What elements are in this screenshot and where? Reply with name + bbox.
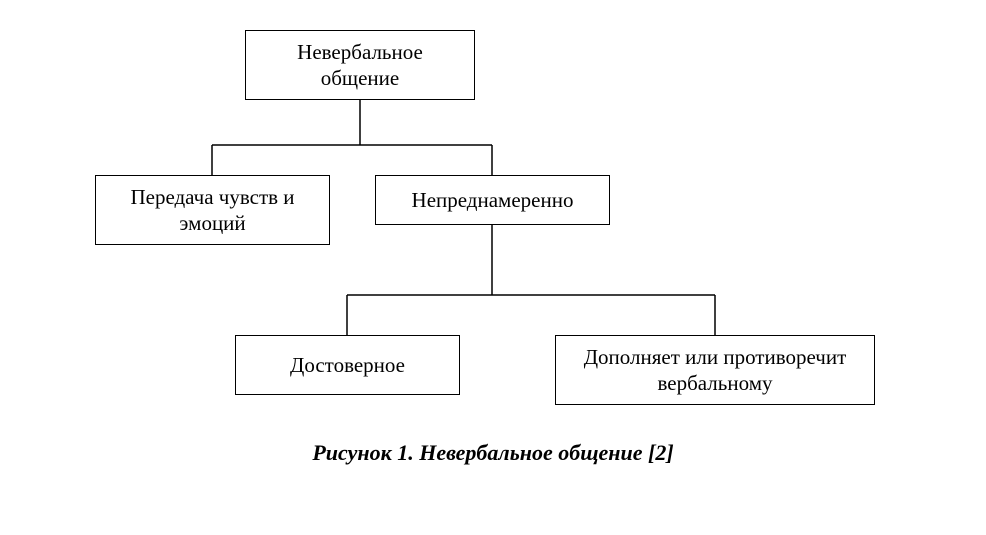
node-feelings: Передача чувств и эмоций <box>95 175 330 245</box>
figure-caption-text: Рисунок 1. Невербальное общение [2] <box>312 440 673 465</box>
node-reliable: Достоверное <box>235 335 460 395</box>
figure-caption: Рисунок 1. Невербальное общение [2] <box>0 440 986 466</box>
node-root-label: Невербальное общение <box>256 39 464 92</box>
node-unintentional-label: Непреднамеренно <box>412 187 574 213</box>
node-complements-label: Дополняет или противоречит вербальному <box>566 344 864 397</box>
node-root: Невербальное общение <box>245 30 475 100</box>
node-unintentional: Непреднамеренно <box>375 175 610 225</box>
node-complements: Дополняет или противоречит вербальному <box>555 335 875 405</box>
node-reliable-label: Достоверное <box>290 352 405 378</box>
node-feelings-label: Передача чувств и эмоций <box>106 184 319 237</box>
